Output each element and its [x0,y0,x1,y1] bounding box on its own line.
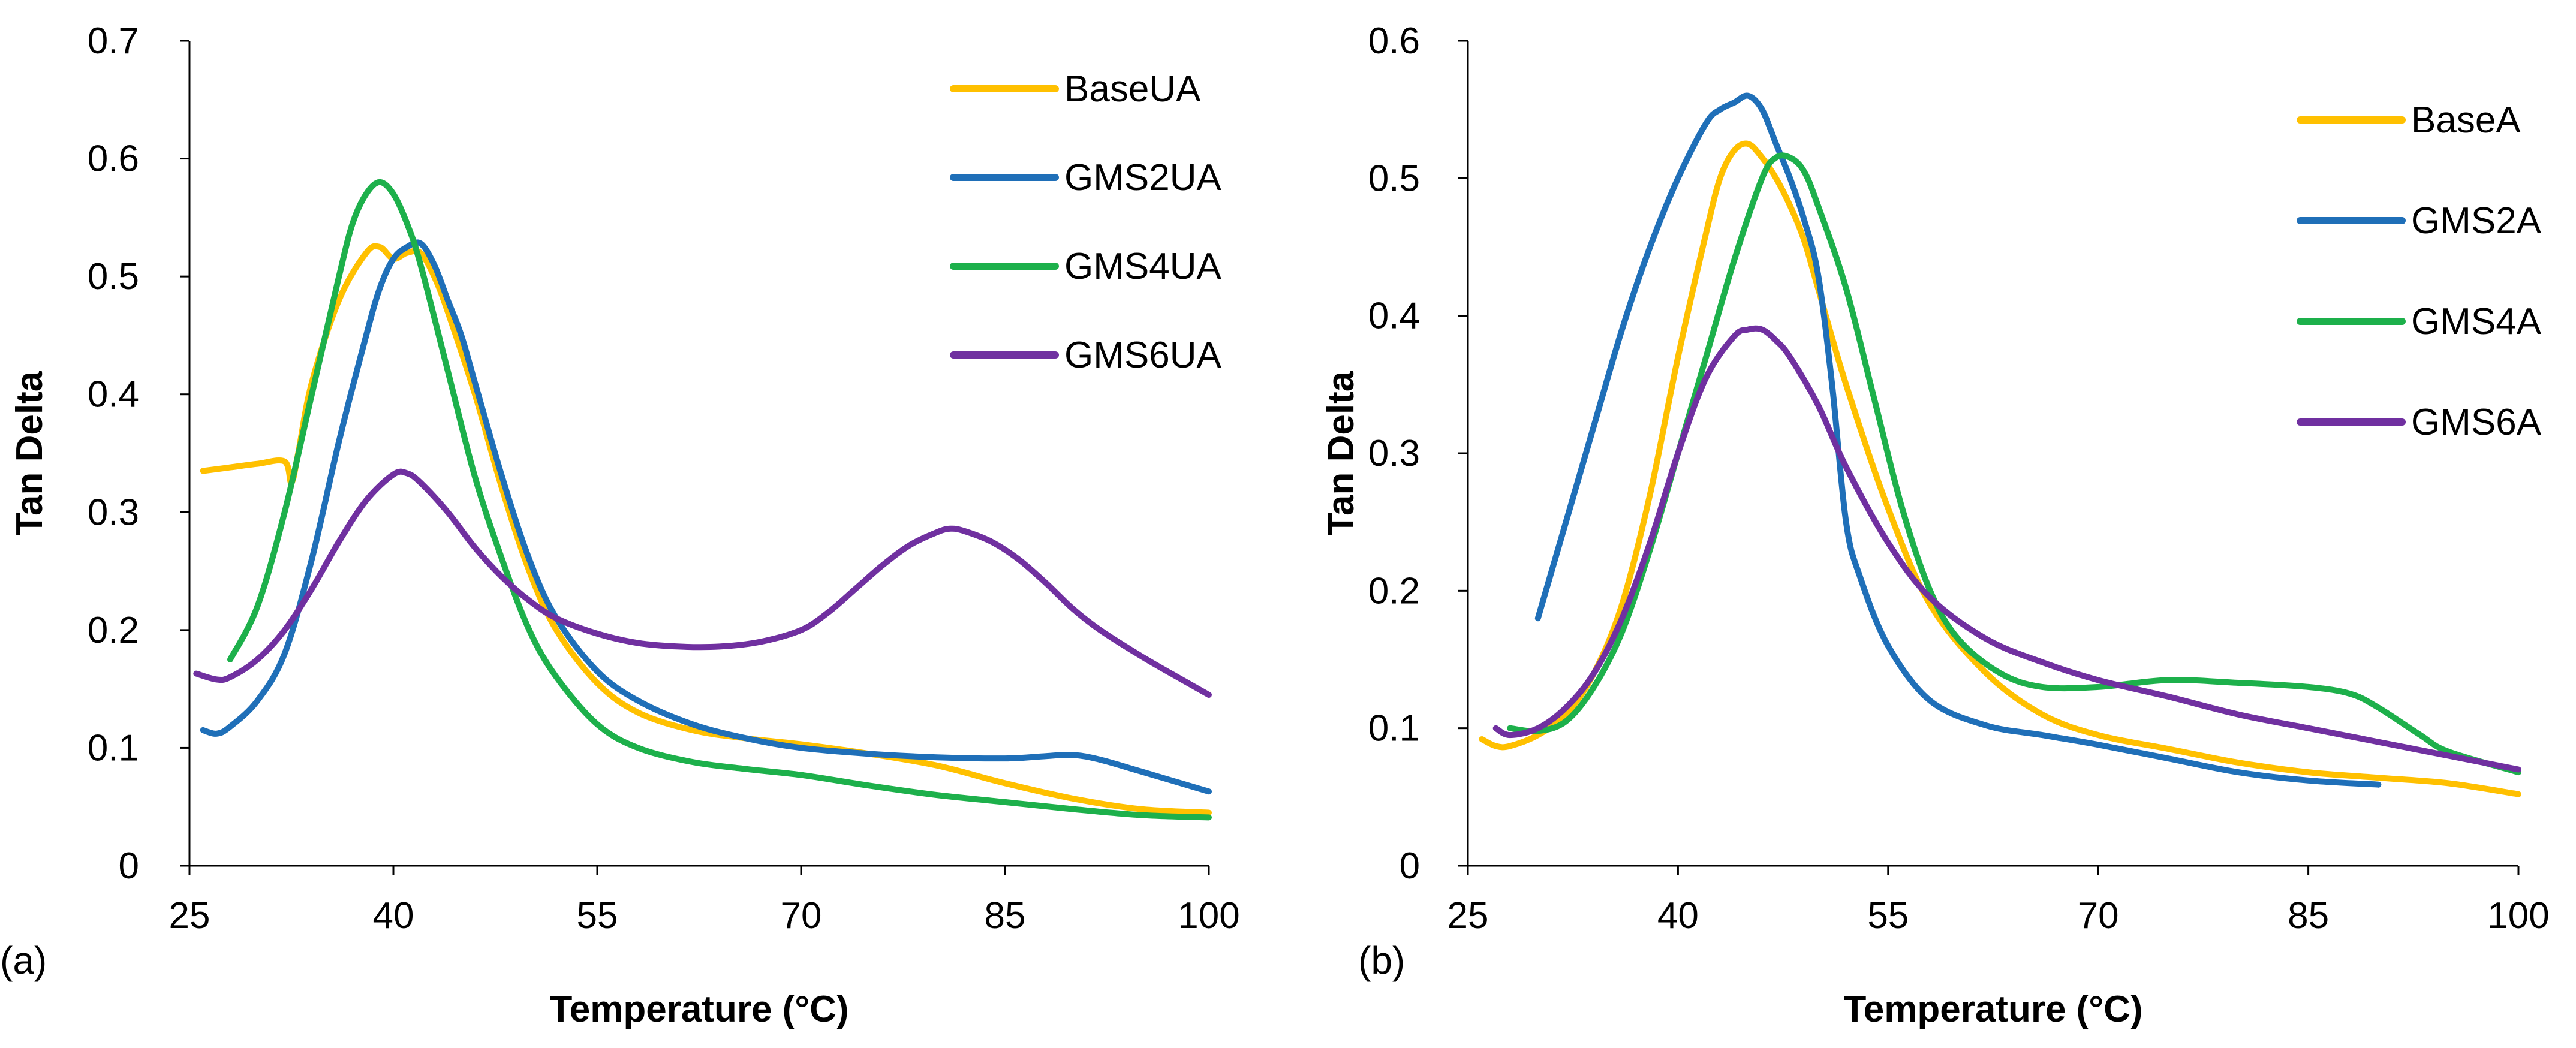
chart2-y-tick-label: 0 [1400,845,1420,887]
chart2-series-gms2a [1534,92,2382,788]
chart2-x-tick-label: 70 [2078,895,2119,936]
chart1-x-tick-label: 85 [985,895,1026,936]
chart2-legend-label-gms2a: GMS2A [2411,200,2542,242]
chart1-x-tick-label: 100 [1178,895,1239,936]
chart2-y-tick-label: 0.6 [1368,20,1420,62]
chart1-x-tick-label: 25 [169,895,210,936]
chart2-legend-label-basea: BaseA [2411,100,2521,141]
chart2-y-tick-label: 0.3 [1368,433,1420,474]
chart2-series-gms4a [1507,152,2521,776]
chart1-legend-label-gms6ua: GMS6UA [1064,335,1221,376]
chart1-x-tick-label: 40 [373,895,414,936]
chart1-series-gms6ua [193,468,1212,698]
chart2-y-axis-title: Tan Delta [1320,371,1362,535]
chart2-y-tick-label: 0.5 [1368,158,1420,199]
chart2-x-axis-title: Temperature (°C) [1843,989,2142,1030]
chart2-legend-label-gms4a: GMS4A [2411,301,2542,342]
chart1-legend-label-gms4ua: GMS4UA [1064,246,1221,287]
chart2-series-basea [1479,140,2521,797]
chart1-y-tick-label: 0.1 [88,727,139,769]
chart1-legend-label-gms2ua: GMS2UA [1064,157,1221,198]
chart1-x-tick-label: 70 [781,895,822,936]
chart2-x-tick-label: 40 [1657,895,1699,936]
chart1-y-tick-label: 0.7 [88,20,139,62]
chart2-x-tick-label: 85 [2288,895,2329,936]
chart1-series-gms4ua [227,179,1212,821]
chart2-x-tick-label: 25 [1448,895,1489,936]
chart1-legend-label-baseua: BaseUA [1064,68,1201,110]
chart2-x-tick-label: 55 [1867,895,1909,936]
chart2-y-tick-label: 0.1 [1368,708,1420,749]
chart1-panel-label: (a) [0,939,47,982]
chart2-legend-label-gms6a: GMS6A [2411,402,2542,443]
chart1-y-tick-label: 0.5 [88,256,139,297]
chart1-y-tick-label: 0.2 [88,610,139,651]
chart2-y-tick-label: 0.2 [1368,570,1420,612]
chart2-series-gms6a [1492,325,2521,773]
chart1-y-tick-label: 0.6 [88,138,139,180]
chart1-x-axis-title: Temperature (°C) [549,989,848,1030]
chart2-x-tick-label: 100 [2487,895,2549,936]
chart1-y-axis-title: Tan Delta [9,371,50,535]
chart1-y-tick-label: 0 [119,845,139,887]
chart1-series-gms2ua [200,239,1212,795]
chart1-x-tick-label: 55 [577,895,618,936]
chart1-legend: BaseUA GMS2UA GMS4UA GMS6UA [950,68,1221,376]
chart2-y-tick-label: 0.4 [1368,296,1420,337]
chart1-y-tick-label: 0.4 [88,374,139,415]
chart1-y-tick-label: 0.3 [88,492,139,533]
chart2-panel-label: (b) [1358,939,1405,982]
chart2-group: 0 0.1 0.2 0.3 0.4 0.5 0.6 25 40 55 70 85 100 Temperat… [1320,20,2550,1030]
chart2-legend: BaseA GMS2A GMS4A GMS6A [2297,100,2542,443]
chart1-group: 0 0.1 0.2 0.3 0.4 0.5 0.6 0.7 25 40 55 70 85 100 Tempe… [0,20,1240,1030]
